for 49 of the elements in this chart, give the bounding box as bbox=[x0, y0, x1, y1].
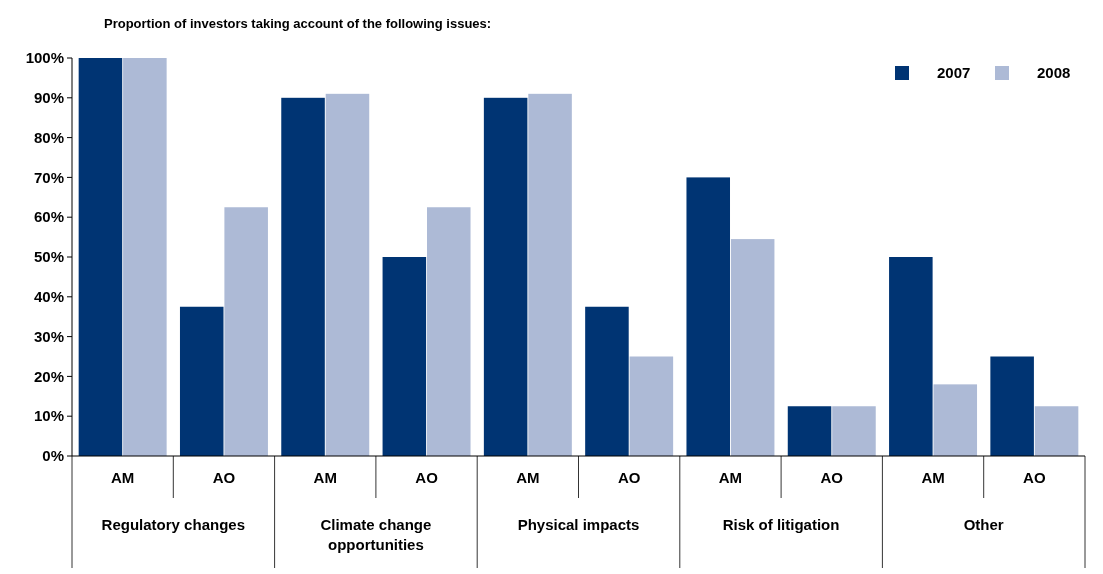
y-tick-label: 30% bbox=[33, 327, 64, 345]
bar bbox=[787, 406, 832, 456]
bar bbox=[426, 207, 471, 456]
bar bbox=[686, 177, 731, 456]
bar bbox=[123, 58, 167, 456]
y-tick-label: 50% bbox=[33, 248, 64, 266]
y-tick-label: 100% bbox=[25, 49, 64, 67]
legend-label: 2008 bbox=[1037, 64, 1071, 81]
chart-title: Proportion of investors taking account of the following issues: bbox=[104, 16, 492, 31]
bar bbox=[325, 93, 370, 456]
text: Climate change opportunities bbox=[320, 516, 432, 553]
text: Regulatory changes bbox=[101, 516, 245, 533]
bar bbox=[78, 58, 123, 456]
y-tick-label: 20% bbox=[33, 367, 64, 385]
x-tick-label: AM bbox=[718, 469, 743, 486]
y-tick-label: 60% bbox=[33, 208, 64, 226]
bar bbox=[585, 306, 629, 456]
bar bbox=[933, 384, 978, 456]
bar bbox=[832, 406, 876, 456]
bar bbox=[1034, 406, 1079, 456]
bar bbox=[528, 93, 572, 456]
x-tick-label: AM bbox=[313, 469, 337, 486]
x-tick-label: AM bbox=[110, 469, 135, 486]
bar bbox=[889, 257, 933, 456]
legend-label: 2007 bbox=[937, 64, 971, 81]
text: Other bbox=[963, 516, 1004, 533]
y-tick-label: 10% bbox=[33, 407, 64, 425]
bar bbox=[179, 306, 224, 456]
text: Physical impacts bbox=[517, 516, 640, 533]
y-tick-label: 80% bbox=[33, 128, 64, 146]
bar bbox=[382, 257, 427, 456]
x-tick-label: AO bbox=[1023, 469, 1046, 486]
x-tick-label: AO bbox=[415, 469, 439, 486]
y-tick-label: 0% bbox=[42, 447, 64, 465]
y-tick-label: 90% bbox=[33, 89, 64, 107]
x-tick-label: AO bbox=[212, 469, 236, 486]
x-tick-label: AO bbox=[820, 469, 844, 486]
bar bbox=[281, 97, 325, 456]
x-tick-label: AM bbox=[516, 469, 540, 486]
text: Risk of litigation bbox=[722, 516, 840, 533]
bar bbox=[483, 97, 528, 456]
bar bbox=[990, 356, 1034, 456]
y-tick-label: 40% bbox=[33, 288, 64, 306]
bar bbox=[224, 207, 268, 456]
bar bbox=[730, 239, 775, 456]
y-tick-label: 70% bbox=[33, 168, 64, 186]
bar bbox=[629, 356, 674, 456]
x-tick-label: AO bbox=[617, 469, 641, 486]
x-tick-label: AM bbox=[921, 469, 945, 486]
